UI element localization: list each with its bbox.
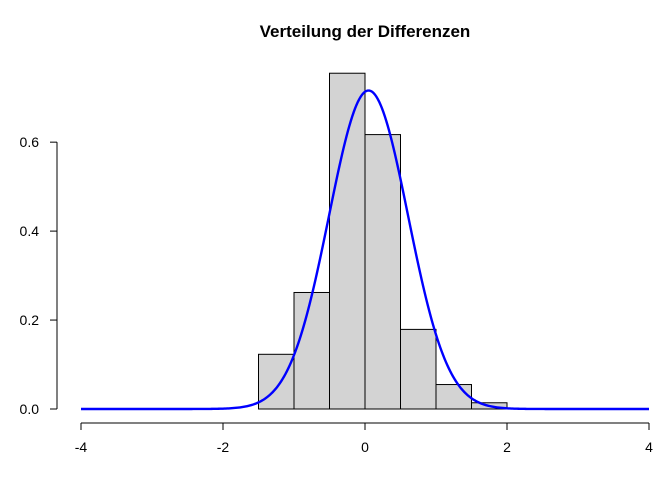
y-tick-label: 0.6	[20, 134, 40, 150]
histogram-bar	[435, 384, 472, 410]
histogram-bar	[329, 72, 366, 410]
x-tick-label: -2	[217, 439, 230, 455]
x-tick-label: 4	[645, 439, 653, 455]
x-tick-label: 0	[361, 439, 369, 455]
x-axis: -4 -2 0 2 4	[75, 422, 653, 455]
density-curve-group	[81, 89, 649, 411]
y-axis: 0.0 0.2 0.4 0.6	[20, 134, 58, 417]
y-tick-label: 0.0	[20, 401, 40, 417]
y-tick-label: 0.4	[20, 223, 40, 239]
density-curve-line	[81, 89, 649, 411]
x-tick-label: -4	[75, 439, 88, 455]
histogram-bar	[364, 134, 401, 410]
y-tick-label: 0.2	[20, 312, 40, 328]
x-tick-label: 2	[503, 439, 511, 455]
histogram-bar	[293, 291, 330, 410]
chart-title: Verteilung der Differenzen	[260, 22, 471, 41]
bars-group	[258, 72, 508, 410]
histogram-bar	[400, 328, 437, 410]
